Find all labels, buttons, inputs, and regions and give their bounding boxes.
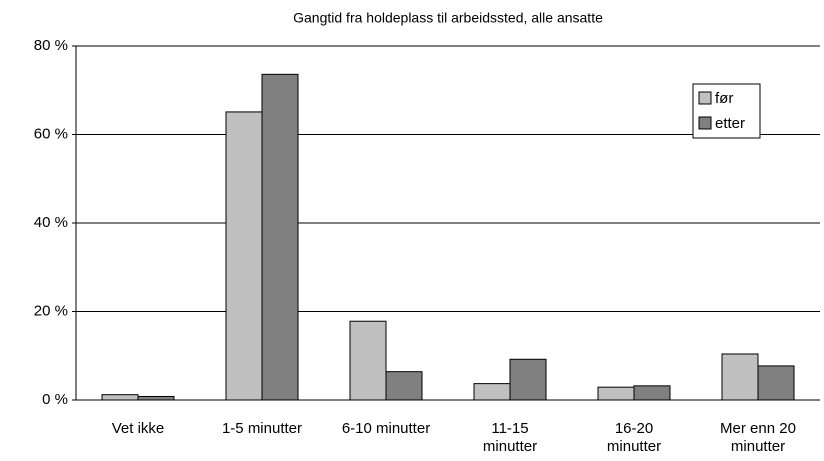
y-tick-label: 40 % (34, 214, 68, 231)
legend-label: før (715, 90, 733, 107)
x-tick-label: Vet ikke (111, 420, 165, 437)
legend-swatch (698, 91, 712, 105)
y-tick-label: 20 % (34, 302, 68, 319)
x-tick-label: 11-15 minutter (482, 420, 538, 455)
x-tick-label: 1-5 minutter (221, 420, 303, 437)
y-tick-label: 60 % (34, 125, 68, 142)
bar (597, 386, 635, 401)
bar (633, 385, 671, 401)
x-tick-label: Mer enn 20 minutter (720, 420, 796, 455)
bar (261, 73, 299, 401)
bar (509, 358, 547, 401)
chart-title: Gangtid fra holdeplass til arbeidssted, … (293, 10, 603, 26)
legend-label: etter (715, 115, 745, 132)
bar (225, 111, 263, 401)
bar (721, 353, 759, 401)
y-tick-label: 0 % (42, 391, 68, 408)
bar (101, 394, 139, 401)
x-tick-label: 16-20 minutter (606, 420, 662, 455)
bar (757, 365, 795, 401)
bar (137, 395, 175, 401)
x-tick-label: 6-10 minutter (341, 420, 431, 437)
y-tick-label: 80 % (34, 37, 68, 54)
bar (385, 371, 423, 401)
bar (473, 383, 511, 401)
bar (349, 320, 387, 401)
legend-swatch (698, 116, 712, 130)
